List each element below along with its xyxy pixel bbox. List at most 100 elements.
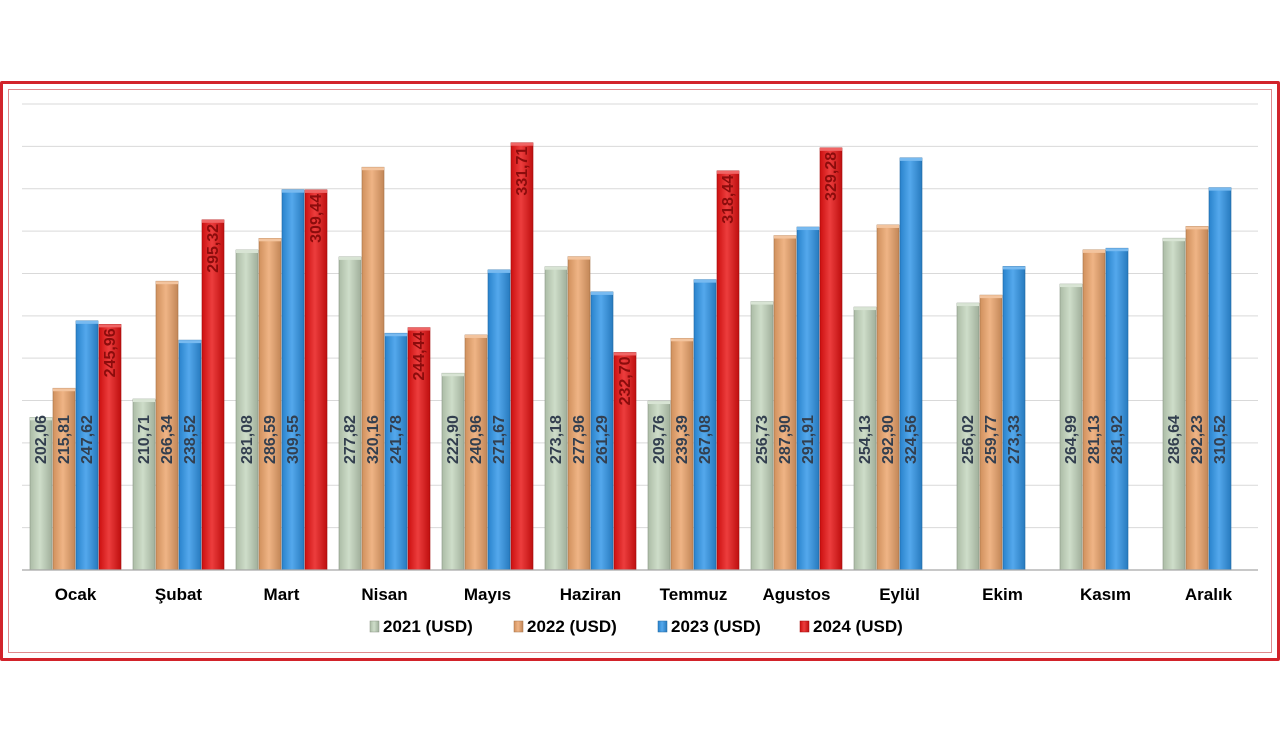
data-label: 281,92 xyxy=(1109,415,1126,464)
bar-cap xyxy=(1209,187,1231,191)
bar-cap xyxy=(385,333,407,337)
data-label: 292,23 xyxy=(1189,415,1206,464)
legend-swatch xyxy=(657,620,668,633)
data-label: 286,59 xyxy=(262,415,279,464)
data-label: 295,32 xyxy=(205,224,222,273)
bar-2022-Nisan xyxy=(361,166,385,571)
x-axis: Ocak Şubat Mart Nisan Mayıs Haziran Temmuz Agus… xyxy=(22,569,1258,604)
bar-cap xyxy=(1060,284,1082,288)
bar-2024-Temmuz xyxy=(716,170,740,571)
bar-2021-Nisan xyxy=(338,256,362,571)
bar-2024-Agustos xyxy=(819,147,843,571)
bar-cap xyxy=(53,388,75,392)
bar-cap xyxy=(465,334,487,338)
bar-2022-Haziran xyxy=(567,256,591,571)
bar-cap xyxy=(133,399,155,403)
bar-2021-Mart xyxy=(235,249,259,571)
bar-cap xyxy=(648,401,670,405)
bar-cap xyxy=(179,340,201,344)
data-label: 238,52 xyxy=(182,415,199,464)
bar-cap xyxy=(774,235,796,239)
legend-label: 2022 (USD) xyxy=(527,617,617,636)
x-tick-label: Haziran xyxy=(560,585,621,604)
bar-cap xyxy=(99,324,121,328)
data-label: 232,70 xyxy=(617,356,634,405)
data-label: 324,56 xyxy=(903,415,920,464)
bar-cap xyxy=(282,189,304,193)
bar-cap xyxy=(305,189,327,193)
data-label: 273,18 xyxy=(548,415,565,464)
data-label: 292,90 xyxy=(880,415,897,464)
bar-cap xyxy=(1106,248,1128,252)
bar-2024-Mayıs xyxy=(510,142,534,571)
x-tick-label: Eylül xyxy=(879,585,920,604)
bar-cap xyxy=(408,327,430,331)
x-tick-label: Şubat xyxy=(155,585,203,604)
bar-2024-Mart xyxy=(304,189,328,571)
bar-cap xyxy=(259,238,281,242)
data-label: 215,81 xyxy=(56,415,73,464)
bar-cap xyxy=(1186,226,1208,230)
legend-label: 2023 (USD) xyxy=(671,617,761,636)
data-label: 209,76 xyxy=(651,415,668,464)
x-tick-label: Nisan xyxy=(361,585,407,604)
bar-2022-Mart xyxy=(258,238,282,571)
data-label: 331,71 xyxy=(514,147,531,196)
legend-swatch xyxy=(369,620,380,633)
bars xyxy=(29,142,1232,571)
bar-cap xyxy=(694,279,716,283)
bar-cap xyxy=(202,219,224,223)
x-tick-label: Aralık xyxy=(1185,585,1233,604)
bar-cap xyxy=(488,269,510,273)
data-label: 239,39 xyxy=(674,415,691,464)
data-label: 256,02 xyxy=(960,415,977,464)
bar-cap xyxy=(511,142,533,146)
data-label: 241,78 xyxy=(388,415,405,464)
bar-cap xyxy=(1163,238,1185,242)
bar-2022-Eylül xyxy=(876,224,900,571)
bar-cap xyxy=(1083,249,1105,253)
bar-cap xyxy=(854,307,876,311)
bar-cap xyxy=(30,417,52,421)
bar-cap xyxy=(820,147,842,151)
bar-2023-Eylül xyxy=(899,157,923,571)
bar-cap xyxy=(545,266,567,270)
bar-cap xyxy=(76,320,98,324)
data-label: 222,90 xyxy=(445,415,462,464)
data-label: 277,82 xyxy=(342,415,359,464)
data-label: 271,67 xyxy=(491,415,508,464)
bar-cap xyxy=(236,249,258,253)
data-label: 261,29 xyxy=(594,415,611,464)
data-label: 281,13 xyxy=(1086,415,1103,464)
data-label: 309,44 xyxy=(308,194,325,243)
bar-cap xyxy=(957,303,979,307)
bar-2021-Aralık xyxy=(1162,237,1186,571)
bar-cap xyxy=(339,256,361,260)
legend-label: 2024 (USD) xyxy=(813,617,903,636)
bar-cap xyxy=(717,170,739,174)
bar-cap xyxy=(591,291,613,295)
x-tick-label: Mart xyxy=(264,585,300,604)
data-label: 254,13 xyxy=(857,415,874,464)
x-tick-label: Temmuz xyxy=(660,585,728,604)
data-label: 240,96 xyxy=(468,415,485,464)
legend-swatch xyxy=(799,620,810,633)
legend: 2021 (USD) 2022 (USD) 2023 (USD) 2024 (USD) xyxy=(369,617,903,636)
data-label: 281,08 xyxy=(239,415,256,464)
data-label: 264,99 xyxy=(1063,415,1080,464)
bar-2023-Agustos xyxy=(796,226,820,571)
x-tick-label: Kasım xyxy=(1080,585,1131,604)
data-label: 244,44 xyxy=(411,331,428,380)
data-label: 318,44 xyxy=(720,175,737,224)
legend-swatch xyxy=(513,620,524,633)
data-labels: 202,06 215,81 247,62 245,96 210,71 266,34 238,… xyxy=(33,147,1229,464)
bar-2023-Mart xyxy=(281,189,305,571)
bar-2022-Aralık xyxy=(1185,226,1209,571)
bar-cap xyxy=(442,373,464,377)
data-label: 286,64 xyxy=(1166,415,1183,464)
x-tick-label: Ocak xyxy=(55,585,97,604)
data-label: 245,96 xyxy=(102,328,119,377)
x-tick-label: Ekim xyxy=(982,585,1023,604)
data-label: 266,34 xyxy=(159,415,176,464)
